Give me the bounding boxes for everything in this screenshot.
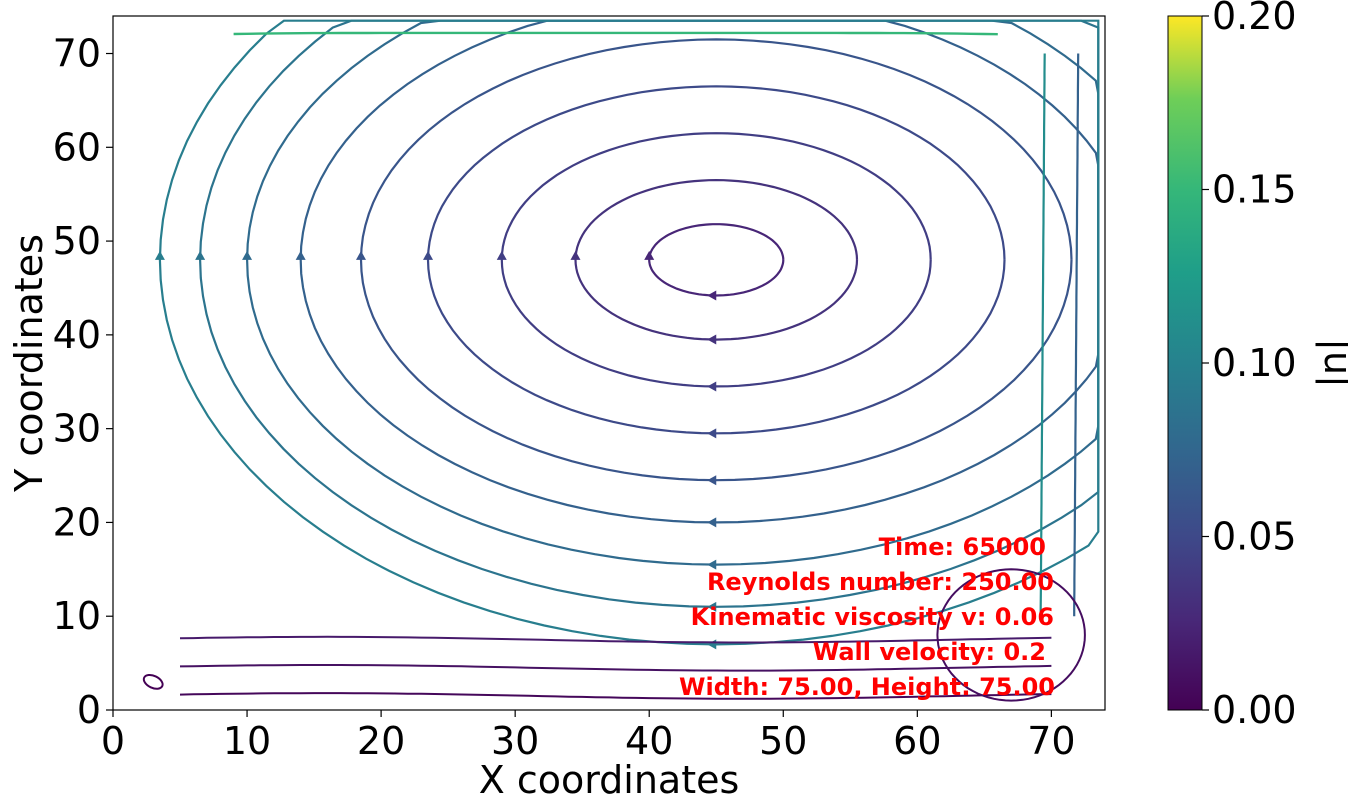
streamline-bottom <box>179 692 1052 700</box>
streamline-bottom <box>179 664 1052 672</box>
y-axis-ticks: 0 10 20 30 40 50 60 70 <box>53 32 113 732</box>
y-tick-label: 0 <box>77 688 101 732</box>
streamline <box>574 178 859 341</box>
streamline-arrow <box>707 559 717 570</box>
y-tick-label: 20 <box>53 500 101 544</box>
x-tick-label: 30 <box>491 719 539 763</box>
streamline-right-wall <box>1073 53 1080 617</box>
x-tick-label: 20 <box>357 719 405 763</box>
streamline-arrow <box>707 381 717 392</box>
streamline-arrow <box>195 250 206 260</box>
streamline-bottom <box>179 635 1052 644</box>
streamline-arrow <box>707 517 717 528</box>
streamline-lid <box>233 31 998 36</box>
streamline <box>299 19 1100 524</box>
streamline <box>426 85 1006 435</box>
y-tick-label: 70 <box>53 32 101 76</box>
streamline-arrow <box>295 250 306 260</box>
x-tick-label: 0 <box>101 719 125 763</box>
streamline-arrow <box>356 250 366 260</box>
x-axis-ticks: 0 10 20 30 40 50 60 70 <box>101 710 1076 763</box>
y-tick-label: 30 <box>53 407 101 451</box>
streamline-arrow <box>423 250 434 260</box>
annotation-line: Width: 75.00, Height: 75.00 <box>679 673 1055 701</box>
x-axis-label: X coordinates <box>479 758 740 802</box>
streamline-arrow <box>707 475 717 486</box>
colorbar-tick-label: 0.15 <box>1212 168 1297 212</box>
y-tick-label: 10 <box>53 594 101 638</box>
y-axis-label: Y coordinates <box>7 234 51 493</box>
streamline <box>245 19 1100 566</box>
x-tick-label: 10 <box>223 719 271 763</box>
annotation-line: Wall velocity: 0.2 <box>813 638 1046 666</box>
streamline <box>359 38 1073 482</box>
colorbar-label: |u| <box>1315 338 1348 388</box>
streamline <box>158 19 1100 646</box>
y-tick-label: 50 <box>53 219 101 263</box>
streamline-arrow <box>570 250 581 260</box>
colorbar-tick-label: 0.00 <box>1212 688 1297 732</box>
annotation-line: Reynolds number: 250.00 <box>707 568 1054 596</box>
colorbar <box>1167 15 1203 711</box>
annotation-line: Kinematic viscosity v: 0.06 <box>691 603 1054 631</box>
streamline-right-wall <box>1039 53 1046 617</box>
streamline-arrow <box>707 639 717 650</box>
y-tick-label: 60 <box>53 125 101 169</box>
streamline-arrow <box>707 428 717 439</box>
x-tick-label: 50 <box>759 719 807 763</box>
streamline-arrow <box>707 334 717 345</box>
x-tick-label: 70 <box>1027 719 1075 763</box>
annotation-box: Time: 65000 Reynolds number: 250.00 Kinema… <box>679 533 1055 701</box>
colorbar-tick-label: 0.10 <box>1212 341 1297 385</box>
streamline-arrow <box>496 250 507 260</box>
streamlines <box>142 19 1100 702</box>
streamline-arrow <box>707 290 717 301</box>
streamline <box>500 132 932 388</box>
plot-frame <box>112 15 1106 711</box>
x-tick-label: 60 <box>893 719 941 763</box>
annotation-line: Time: 65000 <box>879 533 1046 561</box>
streamline-arrow <box>707 601 717 612</box>
streamline-arrow <box>644 250 655 260</box>
x-tick-label: 40 <box>625 719 673 763</box>
y-tick-label: 40 <box>53 313 101 357</box>
streamline-corner-eddy <box>936 568 1086 702</box>
streamline-arrow <box>154 250 165 260</box>
colorbar-ticks: 0.00 0.05 0.10 0.15 0.20 <box>1202 0 1297 732</box>
colorbar-tick-label: 0.05 <box>1212 515 1297 559</box>
streamline <box>648 223 785 297</box>
streamline-arrow <box>242 250 253 260</box>
colorbar-tick-label: 0.20 <box>1212 0 1297 38</box>
streamline-corner-eddy-left <box>142 673 164 690</box>
